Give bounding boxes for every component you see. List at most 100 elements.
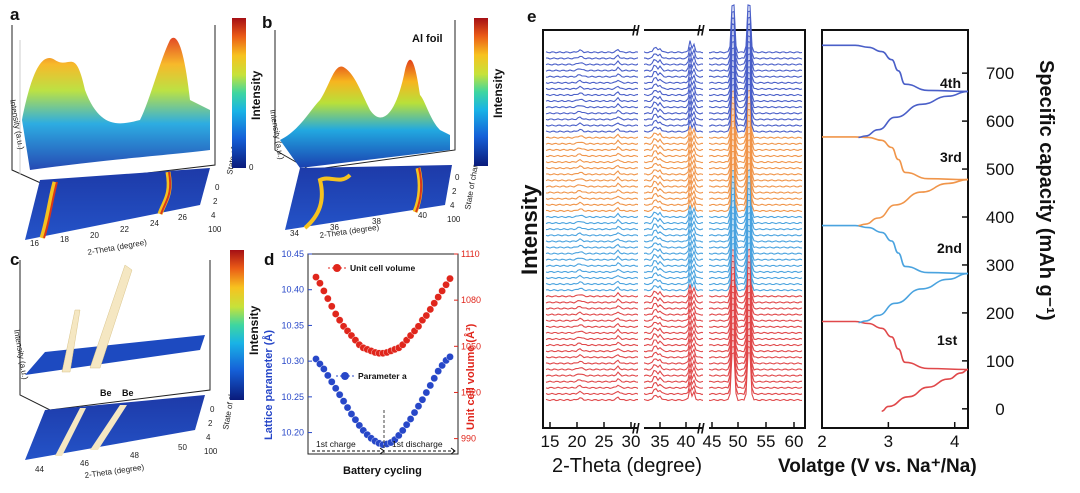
panel-a-xtick: 16 [30,239,39,248]
panel-c-xlabel: 2-Theta (degree) [84,463,145,480]
panel-e-xrd-xtick-label: 15 [541,432,560,451]
panel-c-colorbar [230,250,244,400]
panel-d-point-volume [327,302,336,311]
xrd-pattern-2nd [545,181,803,231]
panel-c-colorbar-label: Intensity [247,305,261,355]
panel-d: d 10.20 10.25 10.30 10.35 10.40 10.45 990 1020… [262,249,481,477]
panel-e-xrd-xtick-label: 35 [651,432,670,451]
panel-c-ytick: 100 [204,447,218,456]
panel-e-xrd-frame [542,29,806,429]
xrd-pattern-3rd [545,89,803,139]
panel-a-colorbar [232,18,246,168]
xrd-pattern-2nd [545,193,803,243]
panel-d-point-parameter-a [327,378,336,386]
panel-b-ytick: 0 [455,173,460,182]
panel-d-point-parameter-a [355,421,364,430]
xrd-pattern-3rd [545,156,803,207]
panel-d-point-volume [446,274,454,283]
panel-e-capacity-ytick-label: 400 [986,208,1014,227]
panel-d-point-volume [414,322,423,331]
panel-c-annotation-2: Be [122,388,134,398]
panel-e-break-mark-top-2: // [697,22,705,38]
panel-e: e // // // // 15 20 25 30 35 40 45 50 55 60 2-The… [517,4,806,477]
panel-d-point-volume [335,316,344,324]
panel-a: a 2-Theta (degree) 16 18 20 22 24 26 Sta… [8,5,263,257]
panel-d-ytick-left-label: 10.40 [281,285,304,295]
xrd-pattern-2nd [545,229,803,280]
panel-e-capacity-ytick-label: 700 [986,64,1014,83]
xrd-pattern-2nd [545,168,803,219]
panel-d-point-volume [312,273,320,281]
xrd-pattern-1st [545,260,803,310]
panel-a-xtick: 18 [60,235,69,244]
panel-d-point-parameter-a [331,384,340,393]
panel-e-capacity-ytick-label: 100 [986,352,1014,371]
panel-d-ytick-right-label: 1110 [461,249,480,259]
panel-d-legend-a: Parameter a [358,371,407,381]
panel-e-capacity-xtick-label: 2 [817,432,826,451]
panel-e-capacity-xlabel: Volatge (V vs. Na⁺/Na) [778,456,977,477]
xrd-pattern-4th [545,40,803,91]
panel-a-colorbar-label: Intensity [249,70,263,120]
xrd-pattern-4th [545,53,803,103]
xrd-pattern-1st [545,309,803,359]
panel-b-zlabel: Intensity (a.u.) [268,109,286,161]
panel-c-ytick: 2 [208,419,213,428]
cycle-label-2nd: 2nd [937,240,962,256]
panel-b-xlabel: 2-Theta (degree) [319,223,380,240]
panel-d-ytick-right-label: 1020 [461,387,481,397]
xrd-pattern-3rd [545,150,803,200]
panel-c-zlabel: Intensity (a.u.) [12,329,30,381]
panel-d-point-volume [426,305,435,314]
xrd-pattern-1st [545,297,803,347]
panel-e-break-mark-bottom-2: // [697,420,705,436]
panel-e-capacity-ylabel: Specific capacity (mAh g⁻¹) [1035,60,1057,321]
panel-b-ytick: 4 [450,201,455,210]
panel-d-point-parameter-a [335,390,344,399]
panel-d-point-parameter-a [426,381,435,390]
panel-d-point-parameter-a [430,374,439,383]
xrd-pattern-4th [545,65,803,115]
xrd-pattern-3rd [545,126,803,176]
xrd-pattern-4th [545,83,803,133]
panel-a-floor [25,168,210,240]
xrd-pattern-3rd [545,138,803,188]
xrd-pattern-1st [545,351,803,402]
panel-d-ytick-left-label: 10.20 [281,428,304,438]
panel-a-surface [22,37,210,170]
xrd-pattern-1st [545,291,803,341]
panel-b: b Al foil 2-Theta (degree) 34 36 38 40 S… [262,13,505,240]
panel-d-point-parameter-a [347,410,356,418]
panel-b-annotation: Al foil [412,33,443,45]
panel-a-xtick: 24 [150,219,159,228]
panel-d-point-parameter-a [324,371,332,380]
panel-e-capacity-ytick-label: 200 [986,304,1014,323]
xrd-pattern-2nd [545,199,803,249]
panel-d-point-parameter-a [422,388,431,397]
xrd-pattern-2nd [545,187,803,237]
xrd-pattern-2nd [545,211,803,261]
panel-c-floor [25,395,205,460]
cycle-label-1st: 1st [937,332,958,348]
xrd-pattern-1st [545,315,803,365]
xrd-pattern-3rd [545,144,803,194]
panel-c-ytick: 4 [206,433,211,442]
panel-e-capacity-xtick-label: 4 [950,432,959,451]
panel-d-point-parameter-a [343,403,352,412]
panel-a-xlabel: 2-Theta (degree) [87,238,148,257]
panel-d-point-volume [320,287,328,295]
panel-b-floor [285,165,452,230]
panel-d-ytick-left-label: 10.45 [281,249,304,259]
panel-a-ytick: 100 [208,225,222,234]
capacity-discharge-4th [822,44,969,93]
panel-a-ytick: 4 [211,211,216,220]
panel-e-break-mark-bottom-1: // [632,420,640,436]
panel-a-ytick: 0 [215,183,220,192]
xrd-pattern-1st [545,248,803,298]
capacity-charge-4th [858,90,969,139]
panel-d-ytick-left-label: 10.35 [281,320,304,330]
panel-d-point-volume [324,294,332,303]
panel-d-ytick-right-label: 1050 [461,341,481,351]
xrd-pattern-2nd [545,223,803,274]
